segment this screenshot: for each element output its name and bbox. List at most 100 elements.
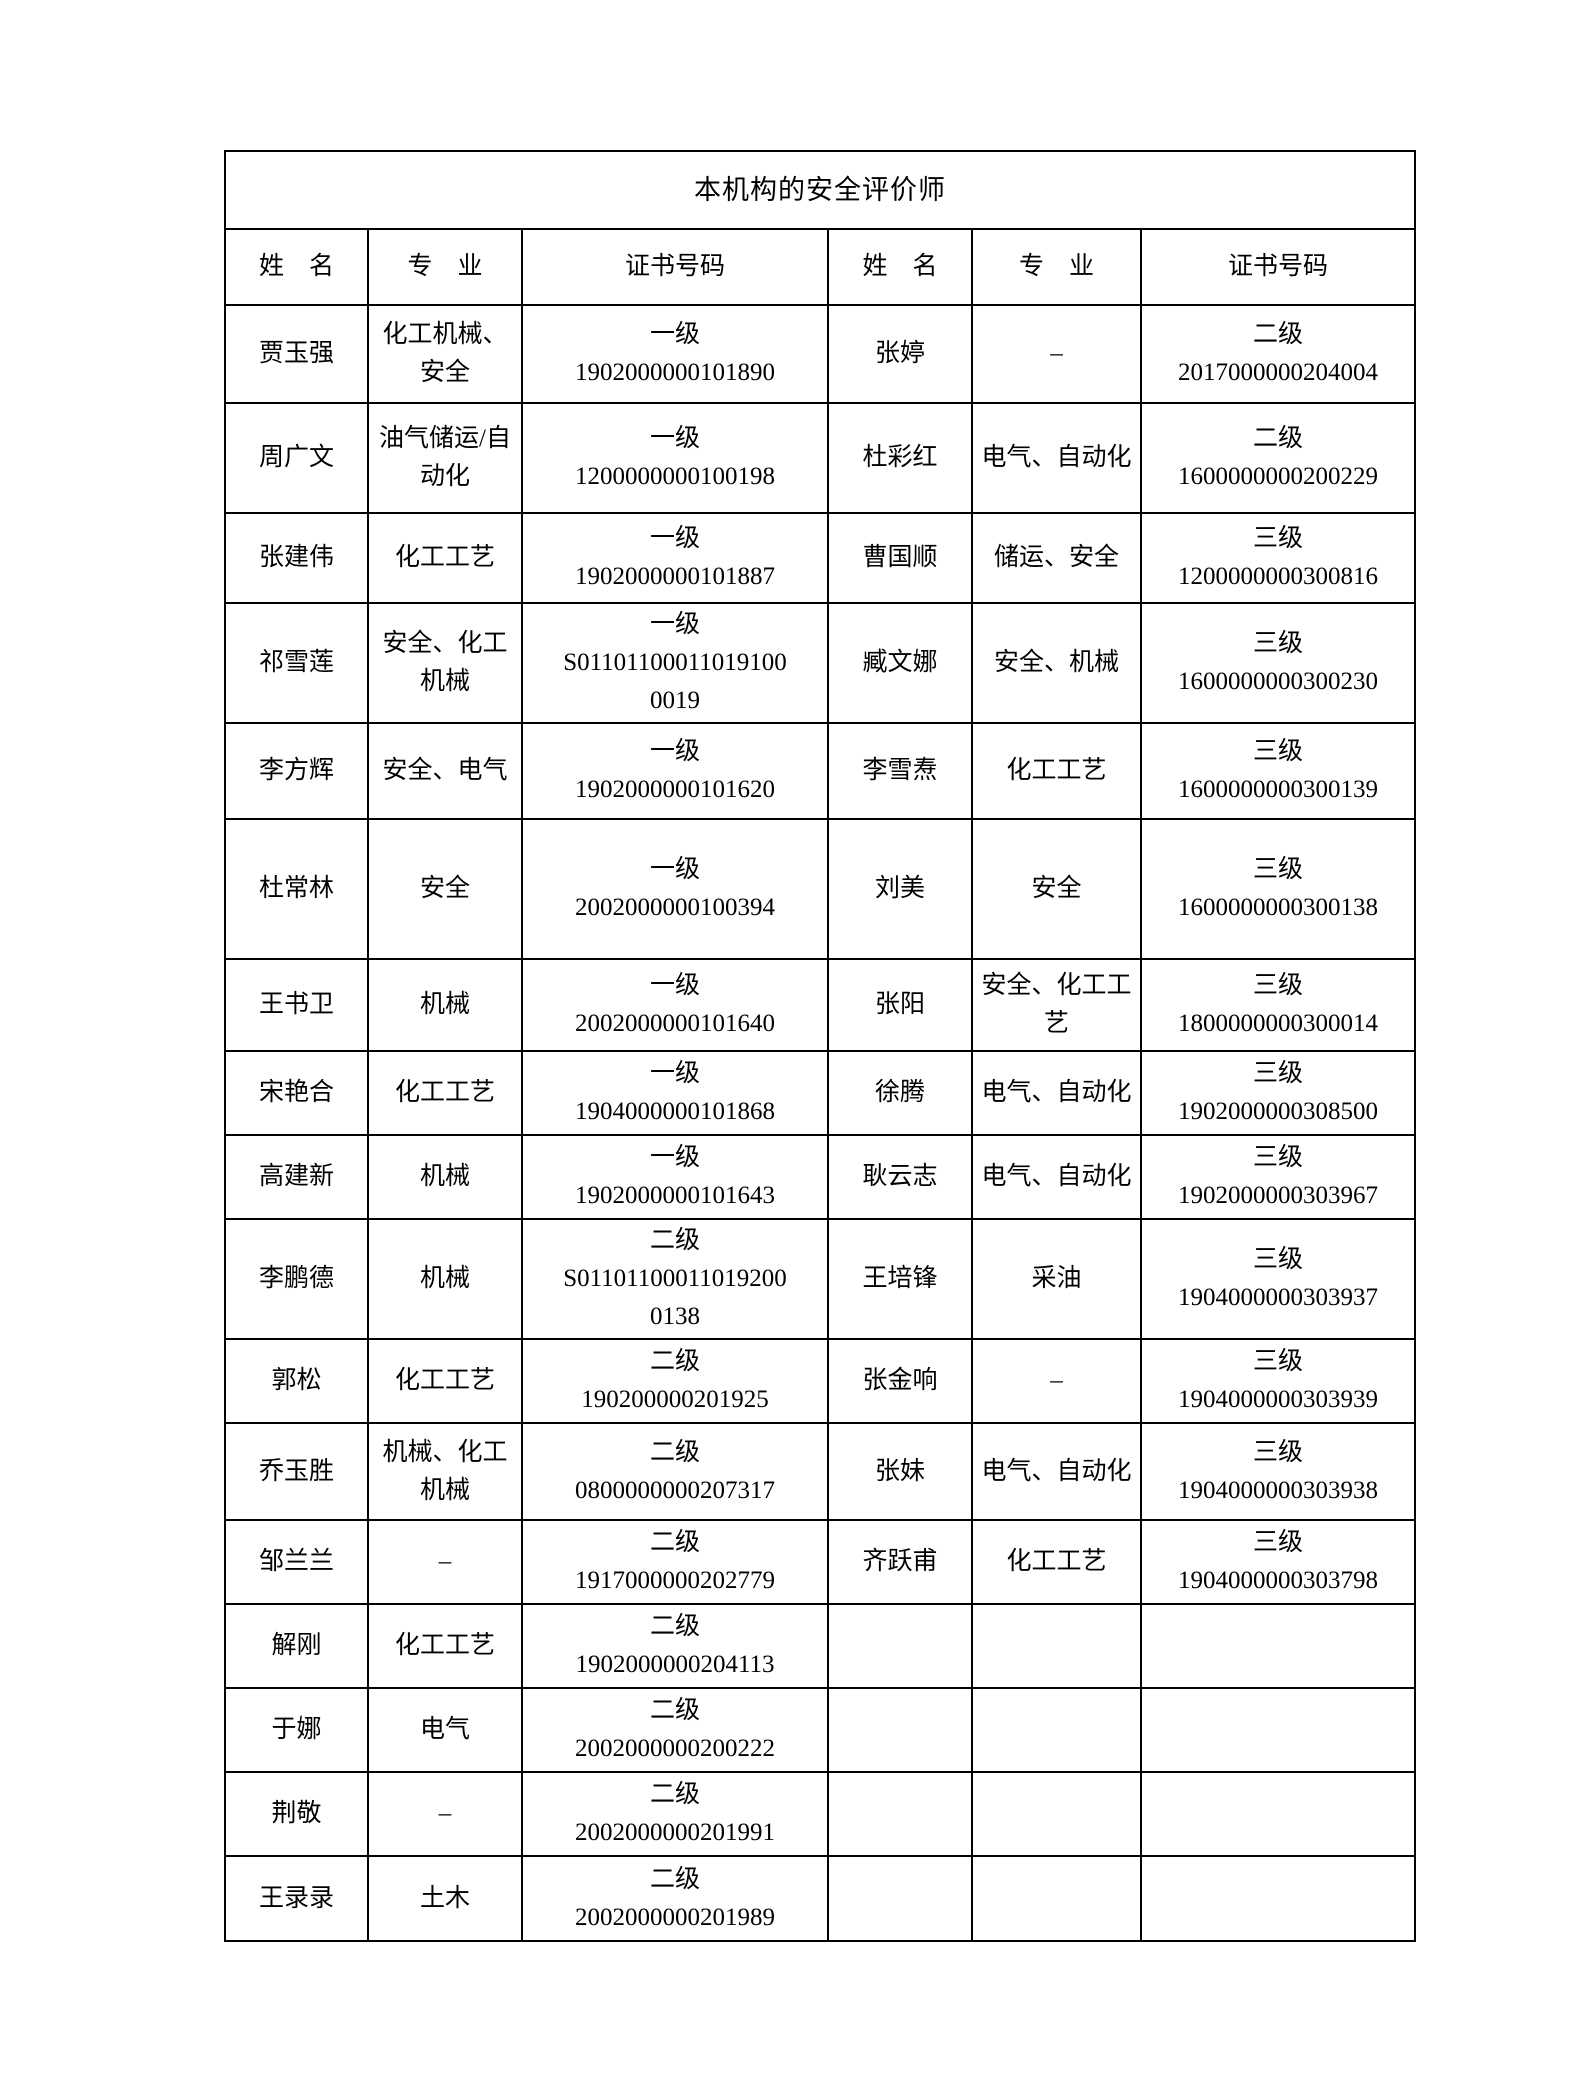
table-row: 祁雪莲 安全、化工机械 一级 S01101100011019100 0019 臧文娜 安全、…: [224, 602, 1417, 724]
cert-level: 一级: [649, 856, 700, 883]
major-cell: 化工工艺: [367, 1050, 523, 1136]
cert-cell: [1139, 1771, 1417, 1857]
cert-cell: 一级 1200000000100198: [521, 402, 829, 514]
table-row: 高建新 机械 一级 1902000000101643 耿云志 电气、自动化 三级 190200…: [224, 1134, 1417, 1220]
cert-cell: 一级 S01101100011019100 0019: [521, 602, 829, 724]
cert-level: 二级: [649, 1613, 700, 1640]
major-cell: 化工机械、安全: [367, 304, 523, 404]
name-cell: 王录录: [224, 1855, 369, 1942]
major-cell: –: [367, 1771, 523, 1857]
cert-cell: 一级 1902000000101890: [521, 304, 829, 404]
table-row: 解刚 化工工艺 二级 1902000000204113: [224, 1603, 1417, 1689]
name-cell: 邹兰兰: [224, 1519, 369, 1605]
major-cell: 电气、自动化: [971, 402, 1142, 514]
cert-level: 一级: [649, 611, 700, 638]
cert-number: 1902000000101887: [575, 563, 775, 590]
cert-level: 三级: [1253, 1348, 1304, 1375]
cert-number: 1904000000303798: [1178, 1567, 1379, 1594]
cert-number: 1904000000303937: [1178, 1284, 1379, 1311]
name-cell: 张妹: [827, 1422, 973, 1521]
cert-number: 2002000000101640: [575, 1010, 775, 1037]
column-header-major-right: 专 业: [971, 228, 1142, 306]
name-cell: 高建新: [224, 1134, 369, 1220]
major-cell: 电气: [367, 1687, 523, 1773]
major-cell: 安全、化工机械: [367, 602, 523, 724]
major-cell: 安全、机械: [971, 602, 1142, 724]
cert-number: 1902000000101643: [575, 1182, 775, 1209]
cert-number: 0138: [650, 1303, 700, 1330]
name-cell: 贾玉强: [224, 304, 369, 404]
cert-cell: 三级 1904000000303939: [1139, 1338, 1417, 1424]
major-cell: 化工工艺: [971, 1519, 1142, 1605]
table-title-row: 本机构的安全评价师: [223, 150, 1417, 230]
name-cell: 荆敬: [224, 1771, 369, 1857]
table-row: 乔玉胜 机械、化工机械 二级 0800000000207317 张妹 电气、自动化 三级 19…: [224, 1422, 1417, 1521]
cert-level: 二级: [1253, 321, 1304, 348]
name-cell: 刘美: [827, 818, 973, 960]
major-cell: 储运、安全: [971, 512, 1142, 604]
major-cell: 机械、化工机械: [367, 1422, 523, 1521]
major-cell: 机械: [367, 1218, 523, 1340]
cert-cell: 一级 2002000000101640: [521, 958, 829, 1052]
cert-cell: [1139, 1687, 1417, 1773]
major-cell: 土木: [367, 1855, 523, 1942]
name-cell: [827, 1771, 973, 1857]
major-cell: 安全: [971, 818, 1142, 960]
name-cell: 张婷: [827, 304, 973, 404]
name-cell: 郭松: [224, 1338, 369, 1424]
cert-level: 二级: [649, 1865, 700, 1893]
cert-cell: 二级 190200000201925: [521, 1338, 829, 1424]
table-row: 王录录 土木 二级 2002000000201989: [224, 1855, 1417, 1942]
cert-level: 三级: [1253, 1246, 1304, 1273]
table-row: 郭松 化工工艺 二级 190200000201925 张金响 – 三级 19040000003…: [224, 1338, 1417, 1424]
cert-cell: 二级 0800000000207317: [521, 1422, 829, 1521]
cert-number: 1600000000300230: [1178, 668, 1379, 695]
cert-cell: 二级 S01101100011019200 0138: [521, 1218, 829, 1340]
evaluators-table: 本机构的安全评价师 姓 名 专 业 证书号码 姓 名 专 业 证书号码 贾玉强化…: [223, 150, 1417, 1942]
cert-cell: [1139, 1855, 1417, 1942]
name-cell: 张阳: [827, 958, 973, 1052]
cert-number: 1902000000101890: [575, 359, 775, 386]
major-cell: [971, 1687, 1142, 1773]
column-header-cert-left: 证书号码: [521, 228, 829, 306]
name-cell: 李方辉: [224, 722, 369, 820]
cert-cell: 三级 1800000000300014: [1139, 958, 1417, 1052]
cert-level: 三级: [1253, 630, 1304, 657]
cert-level: 三级: [1253, 856, 1304, 883]
table-row: 李鹏德 机械 二级 S01101100011019200 0138 王培锋 采油 三级 1904…: [224, 1218, 1417, 1340]
name-cell: 王书卫: [224, 958, 369, 1052]
table-row: 李方辉 安全、电气 一级 1902000000101620 李雪焘 化工工艺 三级 16000…: [224, 722, 1417, 820]
cert-cell: 一级 2002000000100394: [521, 818, 829, 960]
cert-number: 2017000000204004: [1178, 359, 1379, 386]
cert-cell: 二级 1902000000204113: [521, 1603, 829, 1689]
table-header-row: 姓 名 专 业 证书号码 姓 名 专 业 证书号码: [224, 228, 1417, 306]
major-cell: 化工工艺: [367, 1338, 523, 1424]
cert-level: 一级: [649, 738, 700, 765]
cert-cell: 二级 1917000000202779: [521, 1519, 829, 1605]
cert-cell: 三级 1904000000303938: [1139, 1422, 1417, 1521]
cert-level: 二级: [649, 1348, 700, 1375]
major-cell: 安全、电气: [367, 722, 523, 820]
name-cell: 杜常林: [224, 818, 369, 960]
cert-level: 一级: [649, 425, 700, 452]
cert-cell: 三级 1600000000300139: [1139, 722, 1417, 820]
cert-level: 三级: [1253, 1144, 1304, 1171]
cert-cell: 三级 1600000000300230: [1139, 602, 1417, 724]
major-cell: 机械: [367, 1134, 523, 1220]
cert-level: 二级: [649, 1529, 700, 1556]
cert-number: 1904000000303938: [1178, 1476, 1379, 1504]
name-cell: 张建伟: [224, 512, 369, 604]
cert-level: 三级: [1253, 1060, 1304, 1087]
major-cell: –: [971, 1338, 1142, 1424]
major-cell: 电气、自动化: [971, 1422, 1142, 1521]
table-body: 贾玉强 化工机械、安全 一级 1902000000101890 张婷 – 二级 2017000…: [224, 304, 1417, 1942]
major-cell: 电气、自动化: [971, 1134, 1142, 1220]
cert-number: 1800000000300014: [1178, 1010, 1379, 1037]
cert-level: 一级: [649, 1060, 700, 1087]
cert-number: S01101100011019200: [563, 1265, 787, 1292]
name-cell: 李鹏德: [224, 1218, 369, 1340]
cert-cell: 二级 2017000000204004: [1139, 304, 1417, 404]
name-cell: 杜彩红: [827, 402, 973, 514]
cert-number: 2002000000200222: [575, 1735, 775, 1762]
name-cell: 祁雪莲: [224, 602, 369, 724]
